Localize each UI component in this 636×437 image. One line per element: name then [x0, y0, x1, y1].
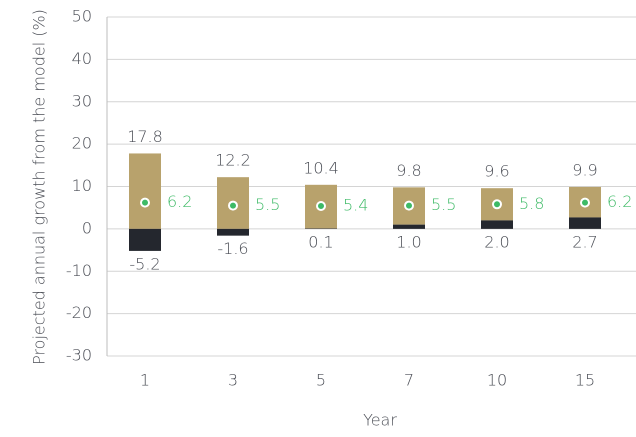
- range-bar: [129, 153, 161, 229]
- x-tick-label: 5: [316, 371, 326, 390]
- low-bar: [217, 228, 249, 236]
- low-label: 1.0: [396, 232, 421, 251]
- low-bar: [569, 217, 601, 229]
- y-tick-label: -30: [66, 346, 92, 365]
- median-label: 6.2: [607, 192, 632, 211]
- median-dot: [316, 200, 326, 211]
- high-label: 17.8: [127, 127, 163, 146]
- low-bar: [129, 228, 161, 251]
- x-tick-label: 10: [487, 371, 507, 390]
- low-bar: [481, 220, 513, 229]
- x-axis-label: Year: [363, 411, 397, 430]
- low-label: 0.1: [308, 232, 333, 251]
- median-label: 5.5: [431, 195, 456, 214]
- y-axis-label: Projected annual growth from the model (…: [30, 9, 49, 365]
- median-dot: [404, 200, 414, 211]
- x-tick-label: 3: [228, 371, 238, 390]
- y-tick-label: 40: [72, 49, 92, 68]
- high-label: 9.6: [484, 162, 509, 181]
- median-label: 5.5: [255, 195, 280, 214]
- y-tick-label: 50: [72, 7, 92, 26]
- median-label: 5.8: [519, 194, 544, 213]
- low-label: -1.6: [217, 239, 248, 258]
- low-bar: [393, 224, 425, 229]
- x-tick-label: 7: [404, 371, 414, 390]
- median-dot: [492, 199, 502, 210]
- high-label: 12.2: [215, 151, 251, 170]
- median-label: 6.2: [167, 192, 192, 211]
- x-tick-label: 1: [140, 371, 150, 390]
- x-tick-label: 15: [575, 371, 595, 390]
- y-tick-label: -10: [66, 261, 92, 280]
- median-label: 5.4: [343, 195, 368, 214]
- y-tick-label: 30: [72, 91, 92, 110]
- high-label: 10.4: [303, 158, 339, 177]
- low-label: 2.0: [484, 232, 509, 251]
- y-tick-label: -20: [66, 303, 92, 322]
- low-label: -5.2: [129, 254, 160, 273]
- high-label: 9.8: [396, 161, 421, 180]
- low-label: 2.7: [572, 232, 597, 251]
- y-tick-label: 10: [72, 176, 92, 195]
- median-dot: [140, 197, 150, 208]
- median-dot: [580, 197, 590, 208]
- median-dot: [228, 200, 238, 211]
- y-tick-label: 20: [72, 134, 92, 153]
- high-label: 9.9: [572, 160, 597, 179]
- y-tick-label: 0: [82, 218, 92, 237]
